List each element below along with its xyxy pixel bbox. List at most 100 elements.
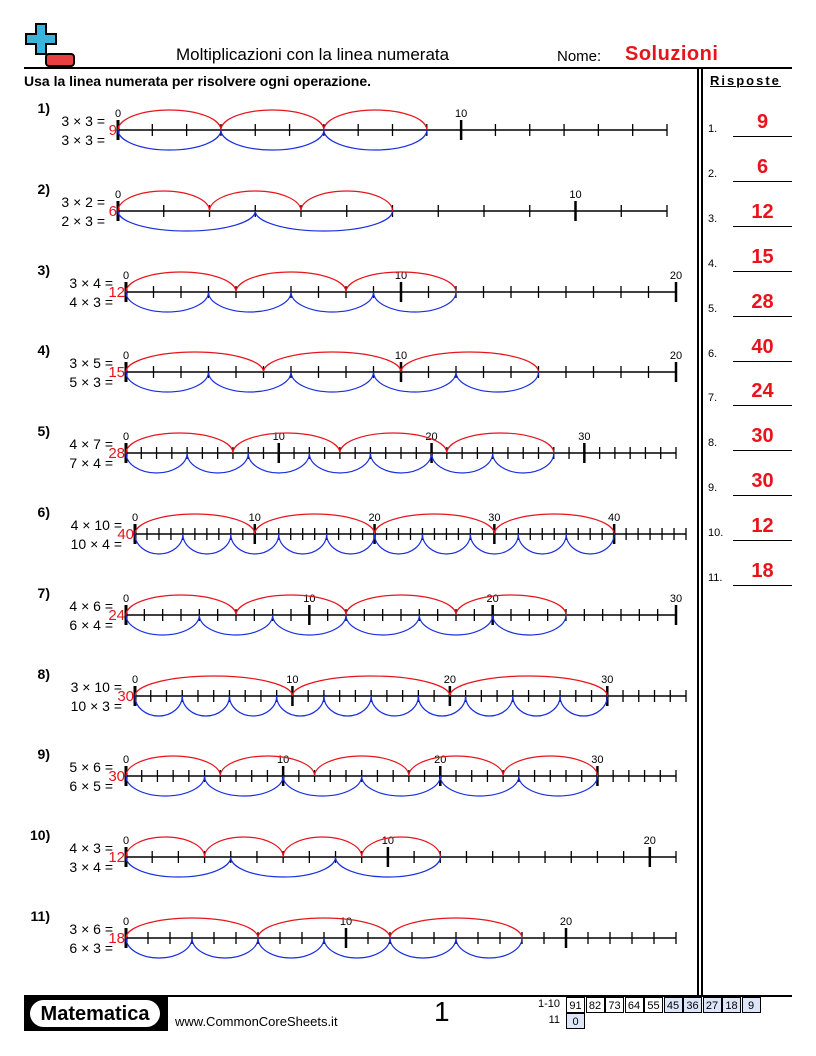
jump-arc-bottom xyxy=(517,533,567,555)
jump-arc-bottom xyxy=(181,695,231,717)
instructions: Usa la linea numerata per risolvere ogni… xyxy=(24,73,372,89)
tick-label: 10 xyxy=(249,512,261,524)
jump-arc-top xyxy=(313,755,410,777)
tick-label: 10 xyxy=(382,835,394,847)
tick-label: 0 xyxy=(115,189,121,201)
tick-label: 10 xyxy=(455,108,467,120)
problem: 6) 4 × 10 = 10 × 4 = 40 0 10 20 30 40 xyxy=(0,494,700,574)
equation-bottom: 10 × 4 = xyxy=(70,536,122,552)
number-line: 0 10 20 xyxy=(123,270,682,313)
jump-arc-top xyxy=(455,594,567,615)
equation-top: 3 × 3 = xyxy=(61,113,105,129)
answer-value: 18 xyxy=(751,560,774,582)
jump-arc-bottom xyxy=(430,453,494,474)
jump-arc-top xyxy=(220,109,325,131)
answer-value: 24 xyxy=(751,380,774,403)
jump-arc-top xyxy=(235,594,347,615)
jump-arc-bottom xyxy=(455,937,523,959)
problem-answer: 28 xyxy=(108,445,125,463)
problem: 4) 3 × 5 = 5 × 3 = 15 0 10 20 xyxy=(0,332,700,412)
answer-value: 12 xyxy=(751,515,774,538)
tick-label: 0 xyxy=(132,674,138,686)
jump-arc-bottom xyxy=(207,291,292,313)
jump-arc-bottom xyxy=(559,695,608,717)
jump-arc-bottom xyxy=(125,937,193,959)
jump-arc-bottom xyxy=(276,695,325,717)
problem-number: 10) xyxy=(30,827,51,844)
jump-arc-bottom xyxy=(117,129,222,151)
problem: 5) 4 × 7 = 7 × 4 = 28 0 10 20 30 xyxy=(0,413,700,493)
jump-arc-top xyxy=(493,513,615,535)
tick-label: 30 xyxy=(670,593,682,605)
jump-arc-top xyxy=(125,432,234,454)
jump-arc-top xyxy=(282,836,363,858)
website-link[interactable]: www.CommonCoreSheets.it xyxy=(175,1014,338,1029)
jump-arc-top xyxy=(232,432,341,454)
jump-arc-top xyxy=(125,755,221,777)
jump-arc-bottom xyxy=(134,533,184,555)
equation-bottom: 6 × 4 = xyxy=(69,616,113,633)
problem: 11) 3 × 6 = 6 × 3 = 18 0 10 20 xyxy=(0,898,700,978)
answer-number: 6. xyxy=(708,347,718,360)
jump-arc-bottom xyxy=(492,453,555,474)
answer-row: 5. 28 xyxy=(708,287,792,317)
answer-value: 9 xyxy=(756,111,769,133)
problem: 2) 3 × 2 = 2 × 3 = 6 0 10 xyxy=(0,171,700,251)
jump-arc-top xyxy=(389,917,523,939)
answer-number: 10. xyxy=(708,527,724,540)
jump-arc-bottom xyxy=(191,937,259,959)
problem-number: 1) xyxy=(37,100,50,116)
jump-arc-top xyxy=(300,190,394,211)
jump-arc-top xyxy=(208,190,302,211)
jump-arc-top xyxy=(502,755,599,777)
tick-label: 0 xyxy=(123,350,129,362)
jump-arc-top xyxy=(262,351,402,373)
jump-arc-top xyxy=(219,755,316,777)
answer-value: 6 xyxy=(756,155,769,178)
tick-label: 40 xyxy=(608,512,620,524)
jump-arc-top xyxy=(408,755,504,777)
score-cell: 18 xyxy=(722,997,741,1013)
jump-arc-bottom xyxy=(369,453,433,474)
tick-label: 0 xyxy=(115,108,121,120)
tick-label: 10 xyxy=(569,189,581,201)
jump-arc-bottom xyxy=(334,857,441,878)
equation-bottom: 4 × 3 = xyxy=(69,293,113,310)
jump-arc-bottom xyxy=(186,453,249,474)
answer-row: 4. 15 xyxy=(708,242,792,272)
logo-icon xyxy=(25,23,75,67)
problem: 9) 5 × 6 = 6 × 5 = 30 0 10 20 30 xyxy=(0,736,700,816)
jump-arc-bottom xyxy=(345,614,420,636)
tick-label: 10 xyxy=(340,916,352,928)
jump-arc-top xyxy=(446,432,555,454)
problem-number: 11) xyxy=(30,908,50,924)
jump-arc-bottom xyxy=(421,533,471,555)
jump-arc-top xyxy=(291,675,451,696)
tick-label: 30 xyxy=(591,754,603,766)
jump-arc-top xyxy=(361,836,441,858)
equation-top: 5 × 6 = xyxy=(69,759,113,776)
tick-label: 20 xyxy=(487,593,499,605)
jump-arc-bottom xyxy=(373,533,424,555)
number-line: 0 10 20 30 xyxy=(132,674,687,717)
equation-bottom: 5 × 3 = xyxy=(69,374,113,391)
jump-arc-top xyxy=(125,270,237,292)
column-divider xyxy=(697,67,699,996)
score-cell: 91 xyxy=(566,997,585,1013)
jump-arc-bottom xyxy=(220,129,325,151)
score-cell: 82 xyxy=(585,997,605,1013)
tick-label: 0 xyxy=(123,431,129,443)
answer-number: 5. xyxy=(708,302,718,315)
jump-arc-bottom xyxy=(230,533,280,555)
page-number: 1 xyxy=(434,996,450,1027)
answer-number: 3. xyxy=(708,212,718,225)
equation-bottom: 3 × 4 = xyxy=(69,859,113,876)
jump-arc-bottom xyxy=(418,614,494,636)
jump-arc-bottom xyxy=(361,776,441,797)
jump-arc-top xyxy=(125,917,259,939)
number-line: 0 10 xyxy=(115,189,668,232)
problem: 7) 4 × 6 = 6 × 4 = 24 0 10 20 30 xyxy=(0,575,700,655)
equation-top: 4 × 6 = xyxy=(69,597,113,614)
score-cell: 9 xyxy=(741,997,761,1013)
answer-blank xyxy=(733,450,792,452)
